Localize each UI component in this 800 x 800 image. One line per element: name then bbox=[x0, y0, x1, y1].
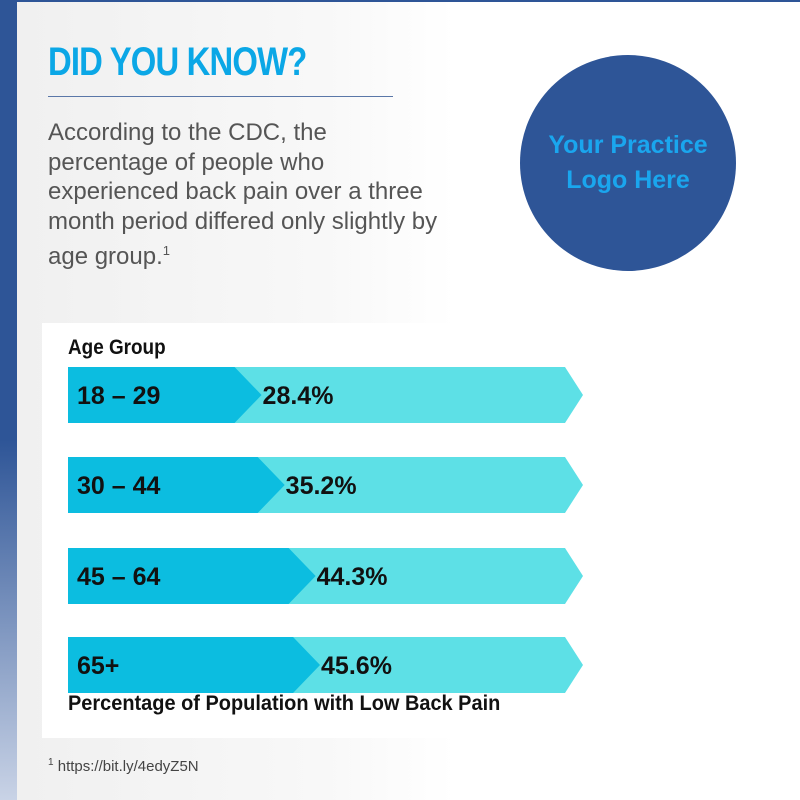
category-label: 45 – 64 bbox=[77, 563, 161, 591]
footnote-link: https://bit.ly/4edyZ5N bbox=[57, 758, 199, 775]
bar-value bbox=[68, 548, 316, 604]
category-label: 30 – 44 bbox=[77, 472, 161, 500]
bar-value bbox=[68, 457, 285, 513]
practice-logo: Your Practice Logo Here bbox=[520, 55, 736, 271]
data-label: 45.6% bbox=[321, 652, 392, 680]
footnote-marker: 1 bbox=[48, 757, 54, 768]
bar-value bbox=[68, 367, 262, 423]
data-label: 44.3% bbox=[317, 563, 388, 591]
logo-text: Your Practice Logo Here bbox=[548, 131, 708, 194]
category-label: 65+ bbox=[77, 652, 119, 680]
bar-value bbox=[68, 637, 321, 693]
x-axis-label: Percentage of Population with Low Back P… bbox=[68, 692, 501, 715]
data-label: 35.2% bbox=[286, 472, 357, 500]
intro-body: According to the CDC, the percentage of … bbox=[48, 119, 438, 270]
footnote-ref: 1 bbox=[162, 243, 170, 258]
page-title: DID YOU KNOW? bbox=[48, 40, 307, 84]
y-axis-label: Age Group bbox=[68, 336, 166, 359]
top-rule bbox=[17, 0, 800, 2]
left-accent-bar bbox=[0, 0, 17, 800]
intro-text: According to the CDC, the percentage of … bbox=[48, 118, 448, 272]
category-label: 18 – 29 bbox=[77, 382, 160, 410]
footnote: 1 https://bit.ly/4edyZ5N bbox=[48, 757, 199, 775]
data-label: 28.4% bbox=[263, 382, 334, 410]
title-divider bbox=[48, 96, 393, 97]
